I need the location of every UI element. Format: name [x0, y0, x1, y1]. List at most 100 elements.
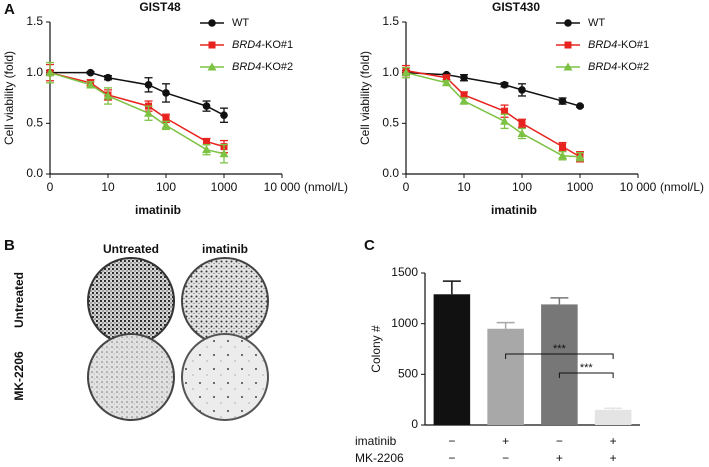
- data-point: [575, 152, 585, 161]
- plate: [87, 333, 175, 421]
- error-bar: [496, 321, 515, 329]
- x-axis-label: imatinib: [135, 203, 181, 217]
- data-point: [559, 143, 567, 151]
- panel-label: C: [364, 237, 375, 254]
- data-point: [161, 120, 171, 129]
- treatment-sign: −: [448, 451, 455, 465]
- error-bar: [550, 297, 569, 305]
- series-line: [49, 71, 225, 148]
- data-point: [104, 73, 112, 82]
- data-point: [558, 97, 567, 105]
- data-point: [203, 138, 211, 146]
- row-label: MK-2206: [12, 351, 26, 401]
- row-label: Untreated: [12, 272, 26, 328]
- y-tick-label: 1.5: [382, 14, 399, 28]
- data-point: [442, 78, 452, 87]
- bar: [487, 328, 524, 425]
- data-point: [219, 149, 229, 158]
- column-label: Untreated: [103, 242, 159, 256]
- data-point: [144, 81, 153, 89]
- y-axis-label: Cell viability (fold): [358, 51, 372, 145]
- data-point: [501, 107, 509, 115]
- data-point: [86, 80, 96, 89]
- x-tick-label: 10: [101, 180, 115, 194]
- treatment-sign: −: [502, 451, 509, 465]
- significance-label: ***: [580, 362, 594, 374]
- x-tick-label: 10 000: [620, 180, 657, 194]
- series-line: [405, 71, 581, 107]
- legend-label: BRD4-KO#2: [588, 61, 649, 73]
- y-tick-label: 0.0: [26, 166, 43, 180]
- plate: [181, 257, 269, 345]
- legend-marker: [208, 41, 216, 49]
- data-point: [576, 102, 584, 110]
- data-point: [202, 102, 211, 110]
- data-point: [460, 73, 468, 82]
- y-tick-label: 1500: [391, 265, 418, 279]
- data-point: [500, 116, 510, 125]
- bar: [433, 294, 471, 425]
- legend-label: BRD4-KO#1: [588, 39, 649, 51]
- data-point: [443, 74, 451, 82]
- x-tick-label: 1000: [211, 180, 238, 194]
- data-point: [45, 68, 55, 77]
- y-tick-label: 0: [411, 417, 418, 431]
- legend-label: BRD4-KO#2: [232, 61, 293, 73]
- data-point: [162, 114, 170, 122]
- treatment-sign: +: [502, 434, 509, 448]
- y-tick-label: 0.5: [382, 116, 399, 130]
- treatment-sign: +: [556, 451, 563, 465]
- legend-marker: [207, 62, 217, 71]
- treatment-sign: −: [556, 434, 563, 448]
- data-point: [144, 108, 154, 117]
- data-point: [401, 68, 411, 77]
- x-tick-label: 0: [403, 180, 410, 194]
- y-tick-label: 1000: [391, 316, 418, 330]
- treatment-label: imatinib: [355, 434, 397, 448]
- data-point: [459, 96, 469, 105]
- chart-title: GIST48: [139, 0, 181, 14]
- plate: [181, 333, 269, 421]
- error-bar: [442, 280, 461, 295]
- legend-label: WT: [588, 17, 605, 29]
- y-tick-label: 1.0: [382, 65, 399, 79]
- y-axis-label: Colony #: [369, 325, 383, 373]
- data-point: [202, 145, 212, 154]
- y-axis-label: Cell viability (fold): [2, 51, 16, 145]
- series-line: [49, 71, 225, 155]
- x-tick-label: 10 000: [264, 180, 301, 194]
- significance-bracket: [505, 353, 614, 359]
- y-tick-label: 1.5: [26, 14, 43, 28]
- significance-bracket: [558, 372, 614, 378]
- data-point: [86, 68, 95, 77]
- x-axis-label: imatinib: [491, 203, 537, 217]
- data-point: [103, 91, 113, 100]
- x-tick-label: 0: [47, 180, 54, 194]
- x-tick-label: 1000: [567, 180, 594, 194]
- data-point: [558, 151, 568, 160]
- data-point: [162, 89, 170, 97]
- significance-label: ***: [553, 343, 567, 355]
- data-point: [500, 81, 509, 89]
- legend-label: WT: [232, 17, 249, 29]
- data-point: [517, 128, 527, 137]
- data-point: [518, 119, 526, 127]
- x-tick-label: 10: [457, 180, 471, 194]
- data-point: [220, 111, 228, 120]
- chart-title: GIST430: [492, 0, 540, 14]
- panel-label: A: [4, 1, 15, 18]
- bar: [541, 304, 578, 425]
- x-tick-label: 100: [156, 180, 176, 194]
- legend-marker: [563, 62, 573, 71]
- legend-marker: [564, 19, 572, 27]
- legend-label: BRD4-KO#1: [232, 39, 293, 51]
- error-bar: [604, 407, 623, 410]
- series-line: [405, 71, 581, 158]
- y-tick-label: 0.5: [26, 116, 43, 130]
- treatment-sign: −: [448, 434, 455, 448]
- y-tick-label: 1.0: [26, 65, 43, 79]
- y-tick-label: 0.0: [382, 166, 399, 180]
- treatment-sign: +: [610, 451, 617, 465]
- legend-marker: [208, 19, 216, 27]
